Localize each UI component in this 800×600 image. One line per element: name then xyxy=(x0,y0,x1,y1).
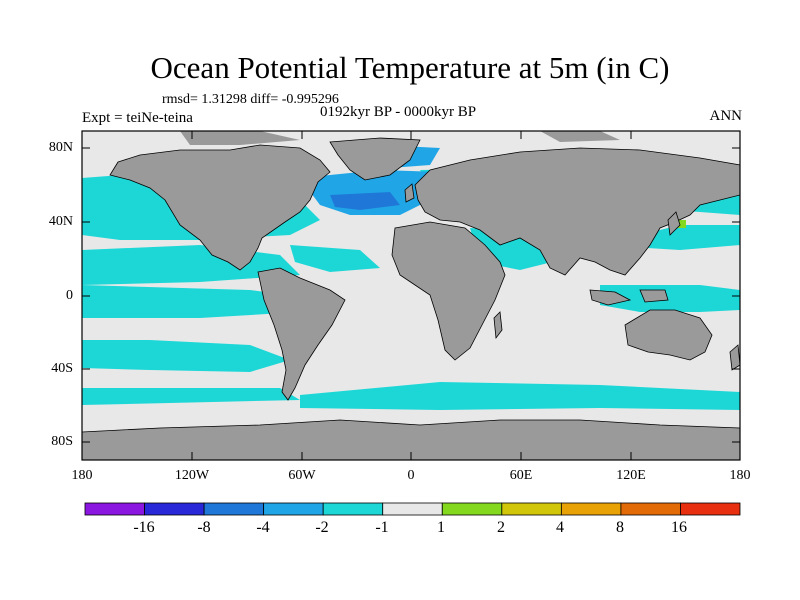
x-tick-label: 180 xyxy=(729,468,751,483)
indonesia xyxy=(589,289,632,306)
colorbar-label: 1 xyxy=(437,519,445,536)
colorbar-box xyxy=(620,502,681,516)
colorbar-label: -1 xyxy=(375,519,389,536)
x-tick-label: 60E xyxy=(509,468,533,483)
experiment-label: Expt = teiNe-teina xyxy=(82,110,193,126)
map-title: Ocean Potential Temperature at 5m (in C) xyxy=(150,50,670,85)
y-tick-label: 40N xyxy=(48,214,73,229)
japan xyxy=(667,211,681,236)
colorbar-label: 4 xyxy=(556,519,564,536)
colorbar-box xyxy=(560,502,622,516)
map-panel xyxy=(81,130,741,461)
y-tick-label: 40S xyxy=(51,361,73,376)
y-tick-label: 80N xyxy=(48,140,73,155)
season-label: ANN xyxy=(709,108,743,124)
africa xyxy=(391,221,506,361)
colorbar-box xyxy=(680,502,741,516)
south-america xyxy=(257,267,346,401)
colorbar-label: -4 xyxy=(256,519,270,536)
colorbar-box xyxy=(263,502,324,516)
colorbar-label: 8 xyxy=(616,519,624,536)
x-tick-label: 120E xyxy=(616,468,646,483)
colorbar-box xyxy=(84,502,145,516)
x-tick-label: 180 xyxy=(71,468,93,483)
colorbar-label: -16 xyxy=(133,519,155,536)
colorbar-label: 2 xyxy=(497,519,505,536)
period-label: 0192kyr BP - 0000kyr BP xyxy=(320,104,477,120)
colorbar-box xyxy=(441,502,503,516)
y-tick-label: 0 xyxy=(66,288,73,303)
colorbar-box xyxy=(382,502,443,516)
x-tick-label: 120W xyxy=(174,468,210,483)
colorbar-label: 16 xyxy=(671,519,687,536)
colorbar-label: -2 xyxy=(315,519,329,536)
north-america xyxy=(109,144,331,271)
axis-ticks xyxy=(82,131,740,460)
greenland xyxy=(329,137,421,181)
australia xyxy=(624,309,713,361)
madagascar xyxy=(493,311,503,340)
british-isles xyxy=(404,183,415,203)
x-tick-label: 0 xyxy=(407,468,415,483)
colorbar-box xyxy=(322,502,384,516)
colorbar-label: -8 xyxy=(197,519,211,536)
colorbar-box xyxy=(203,502,265,516)
eurasia xyxy=(414,147,741,276)
land-masses xyxy=(81,131,741,461)
cool-anomaly-deep xyxy=(330,192,400,210)
colorbar-box xyxy=(144,502,205,516)
colorbar xyxy=(84,502,741,516)
stats-label: rmsd= 1.31298 diff= -0.995296 xyxy=(162,92,339,107)
x-tick-label: 60W xyxy=(288,468,316,483)
y-tick-label: 80S xyxy=(51,434,73,449)
colorbar-box xyxy=(501,502,562,516)
